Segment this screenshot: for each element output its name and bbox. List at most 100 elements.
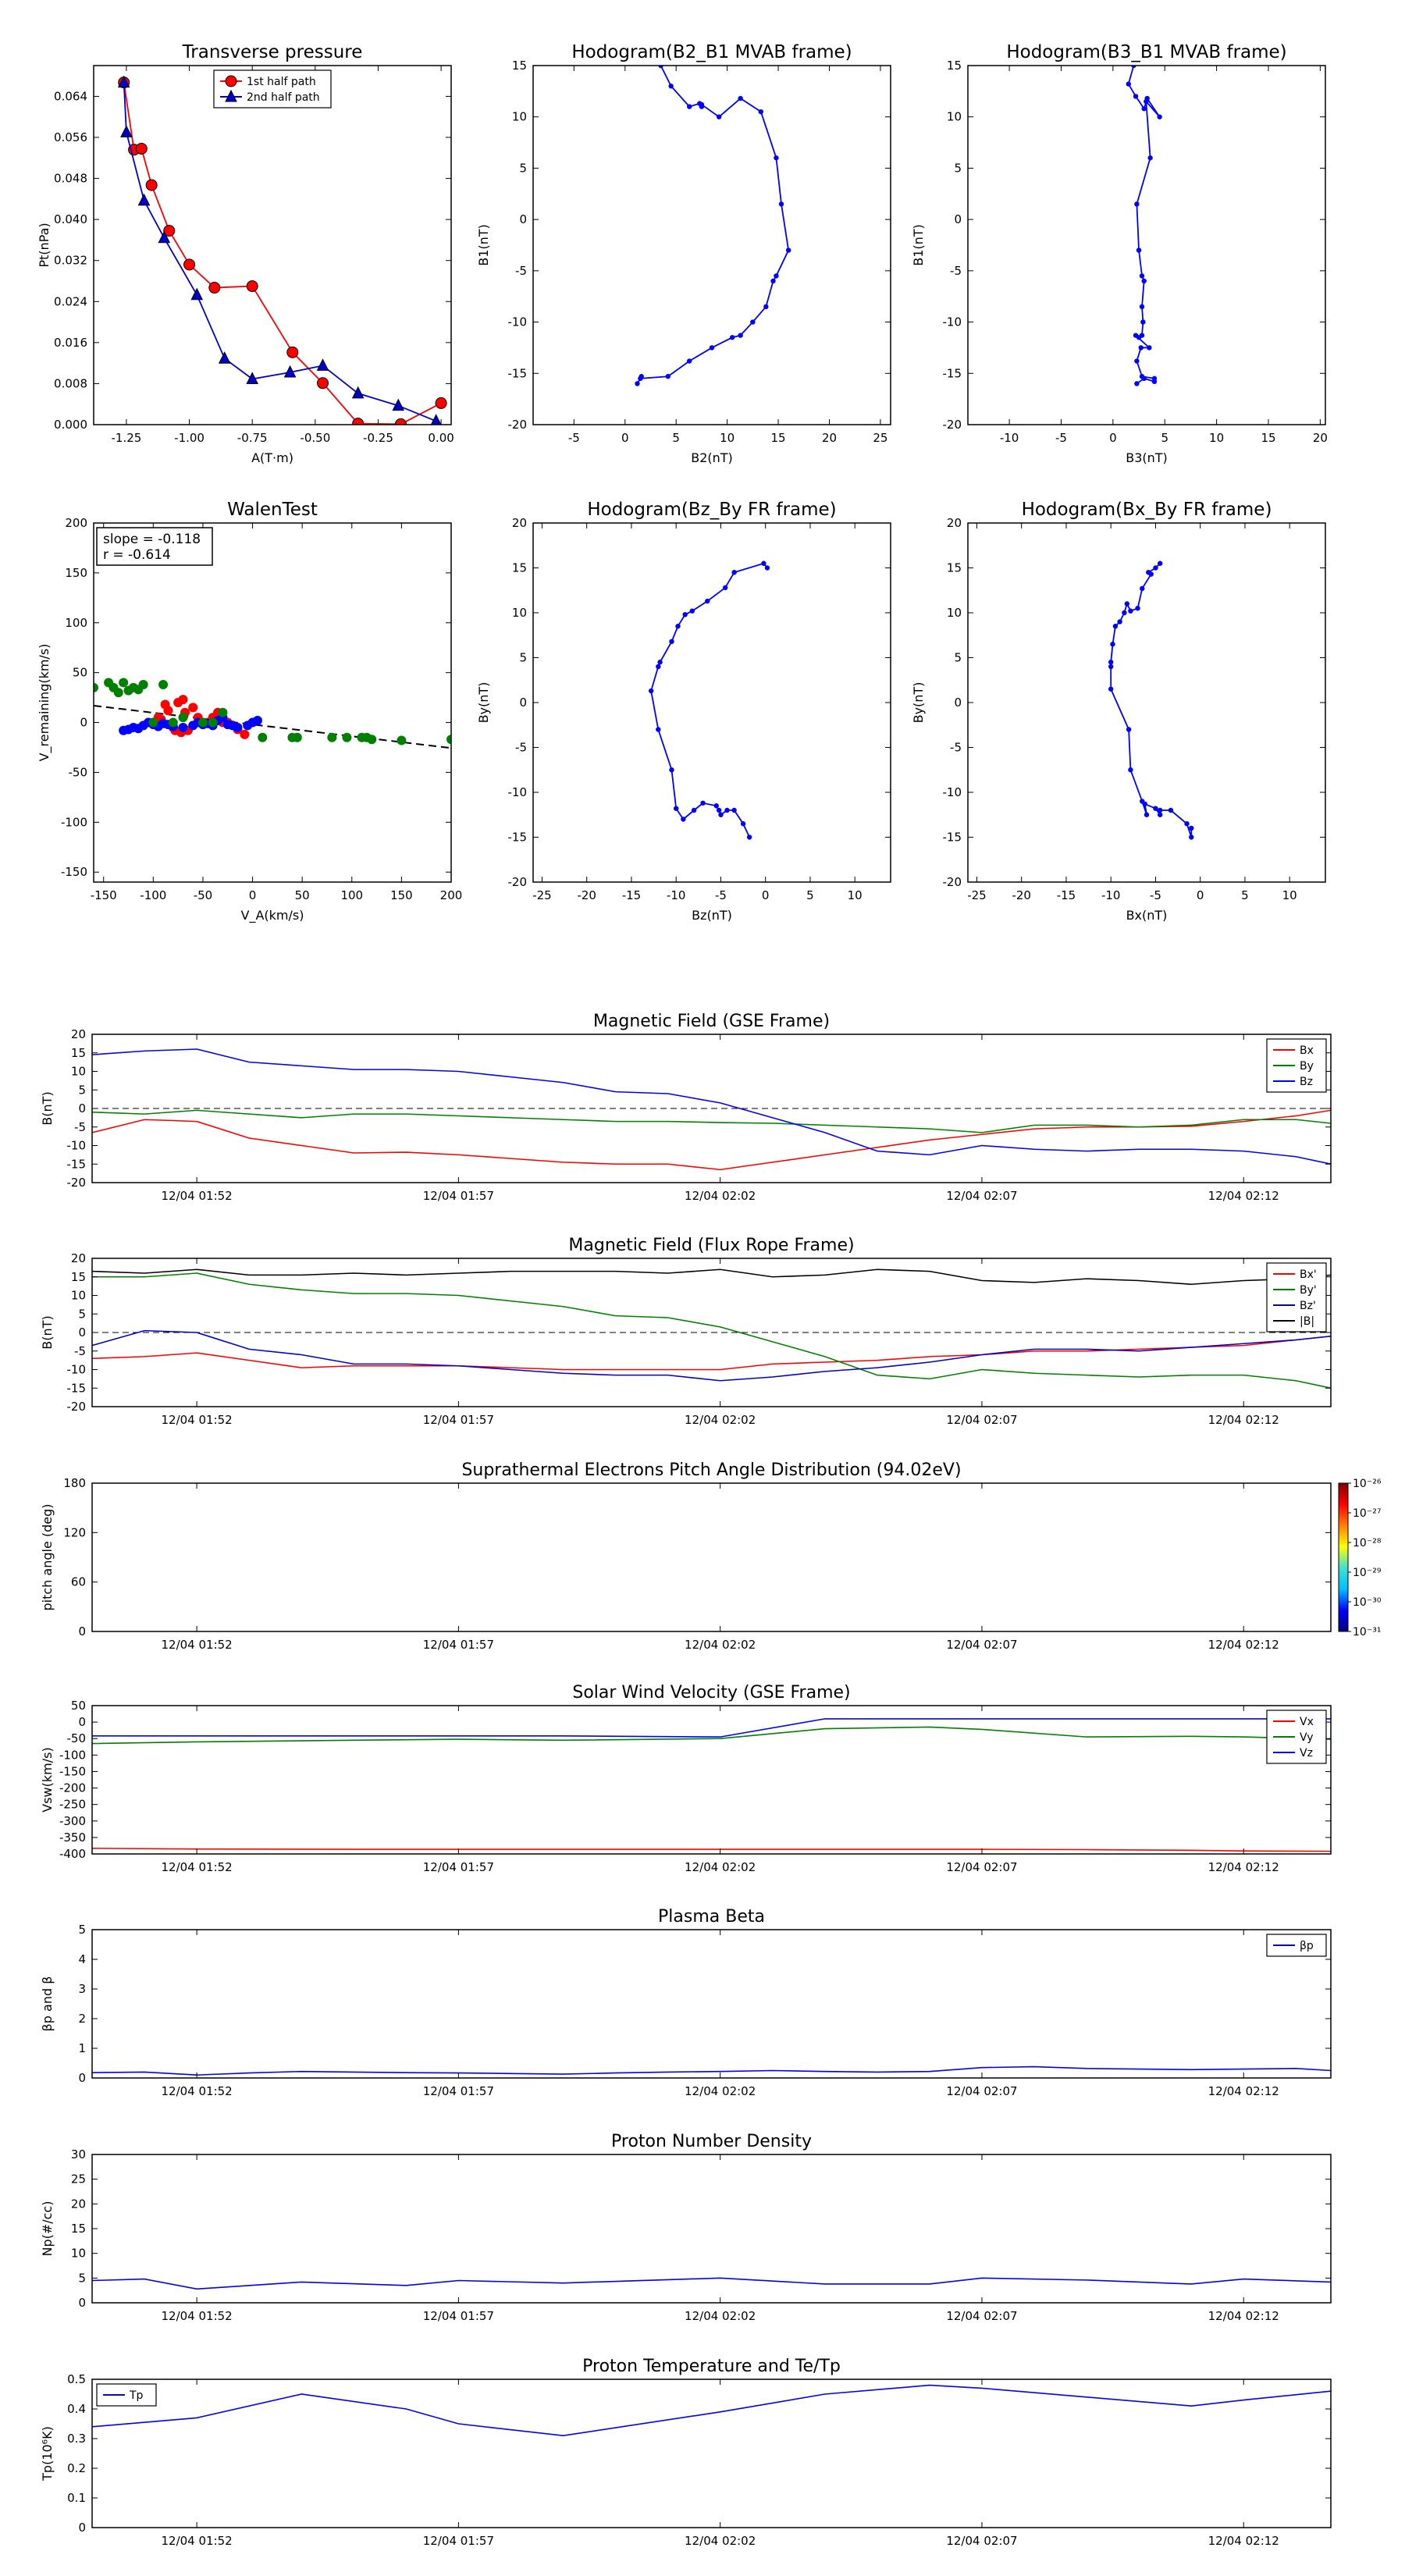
x-tick-label: 5: [806, 888, 814, 902]
x-tick-label: 12/04 01:57: [423, 2084, 494, 2098]
y-tick-label: 120: [63, 1525, 86, 1539]
data-point: [1141, 278, 1147, 284]
y-tick-label: 0: [954, 696, 962, 710]
series-Bz: [92, 1048, 1331, 1165]
y-tick-label: -5: [74, 1344, 86, 1358]
data-point: [1136, 247, 1142, 253]
data-point: [178, 722, 188, 732]
data-point: [1168, 807, 1174, 813]
data-point: [700, 800, 706, 806]
series-2nd half path: [117, 75, 442, 425]
x-tick-label: -150: [91, 888, 117, 902]
data-point: [208, 717, 218, 728]
data-point: [709, 345, 715, 350]
series-line: [92, 1268, 1331, 1286]
x-tick-label: 12/04 01:52: [161, 2084, 232, 2098]
data-point: [158, 230, 171, 244]
plot-frame: [532, 65, 891, 425]
x-tick-label: -20: [577, 888, 596, 902]
data-point: [1157, 812, 1163, 817]
data-point: [1110, 642, 1115, 647]
x-tick-label: 12/04 02:12: [1208, 2534, 1279, 2548]
y-tick-label: -15: [943, 831, 962, 845]
y-tick-label: 0: [80, 716, 87, 730]
chart-title: Magnetic Field (Flux Rope Frame): [568, 1236, 854, 1255]
series-Vx: [92, 1848, 1331, 1852]
data-point: [1133, 94, 1139, 99]
data-point: [168, 717, 178, 728]
x-tick-label: 0: [762, 888, 770, 902]
data-point: [729, 335, 735, 340]
y-tick-label: 20: [71, 1251, 86, 1265]
y-tick-label: -10: [943, 785, 962, 799]
series-line: [92, 2277, 1331, 2290]
colorbar: 10⁻²⁶ 10⁻²⁷ 10⁻²⁸ 10⁻²⁹ 10⁻³⁰ 10⁻³¹: [1338, 1478, 1382, 1638]
y-tick-label: -15: [67, 1157, 87, 1171]
y-tick-label: 25: [71, 2172, 86, 2186]
x-tick-label: 10: [848, 888, 863, 902]
data-point: [327, 732, 337, 742]
data-point: [342, 732, 352, 742]
plot-frame: [967, 522, 1326, 883]
y-tick-label: 0: [78, 1325, 86, 1340]
chart-title: Hodogram(B3_B1 MVAB frame): [1006, 42, 1286, 62]
y-tick-label: 30: [71, 2147, 86, 2161]
data-point: [138, 680, 148, 689]
series-line: [650, 562, 768, 838]
y-tick-label: 5: [78, 1083, 86, 1097]
colorbar-tick-label: 10⁻²⁹: [1353, 1567, 1382, 1579]
legend: Tp: [96, 2383, 157, 2407]
data-point: [352, 418, 365, 425]
data-point: [246, 280, 258, 293]
series-βp: [92, 2065, 1331, 2076]
x-tick-label: 12/04 02:07: [946, 2534, 1017, 2548]
legend-label: Vx: [1300, 1716, 1314, 1728]
x-tick-label: 10: [1282, 888, 1297, 902]
data-point: [635, 381, 640, 386]
data-point: [446, 735, 451, 745]
data-point: [770, 278, 776, 284]
x-axis-label: A(T·m): [251, 450, 293, 465]
legend: βp: [1266, 1934, 1327, 1957]
data-point: [252, 716, 262, 725]
y-axis-label: By(nT): [911, 682, 926, 724]
x-tick-label: 5: [672, 431, 680, 445]
data-point: [351, 386, 365, 399]
colorbar-tick-label: 10⁻³¹: [1353, 1626, 1381, 1638]
data-point: [397, 735, 407, 745]
data-point: [119, 678, 129, 688]
data-point: [435, 397, 447, 409]
y-tick-label: -150: [61, 865, 87, 879]
x-tick-label: 12/04 01:57: [423, 1413, 494, 1427]
x-tick-label: 12/04 01:52: [161, 1860, 232, 1874]
y-tick-label: 0: [78, 1101, 86, 1115]
x-tick-label: -20: [1012, 888, 1031, 902]
x-tick-label: 50: [295, 888, 310, 902]
y-axis-label: B1(nT): [476, 224, 491, 266]
series-line: [92, 2384, 1331, 2437]
data-point: [669, 767, 674, 773]
x-tick-label: 12/04 01:57: [423, 2534, 494, 2548]
x-tick-label: 12/04 01:52: [161, 2534, 232, 2548]
y-tick-label: -350: [59, 1831, 86, 1845]
data-point: [1140, 585, 1145, 592]
x-tick-label: 12/04 02:07: [946, 1638, 1017, 1652]
plot-frame: [91, 1482, 1332, 1632]
y-tick-label: -20: [943, 875, 962, 889]
annotation-text: r = -0.614: [103, 547, 171, 563]
x-tick-label: 5: [1161, 431, 1168, 445]
plot-frame: [967, 65, 1326, 425]
data-point: [718, 812, 724, 817]
series-line: [92, 1109, 1331, 1133]
legend-label: |B|: [1300, 1315, 1314, 1328]
data-point: [785, 247, 791, 253]
plot-frame: [91, 1705, 1332, 1855]
x-tick-label: -50: [194, 888, 213, 902]
x-tick-label: 12/04 01:57: [423, 2309, 494, 2323]
data-point: [722, 585, 728, 590]
y-tick-label: 0.048: [54, 172, 87, 186]
legend: Bx' By' Bz' |B|: [1266, 1262, 1327, 1332]
series-line: [92, 1848, 1331, 1852]
x-tick-label: 100: [340, 888, 363, 902]
y-tick-label: 20: [71, 2197, 86, 2211]
